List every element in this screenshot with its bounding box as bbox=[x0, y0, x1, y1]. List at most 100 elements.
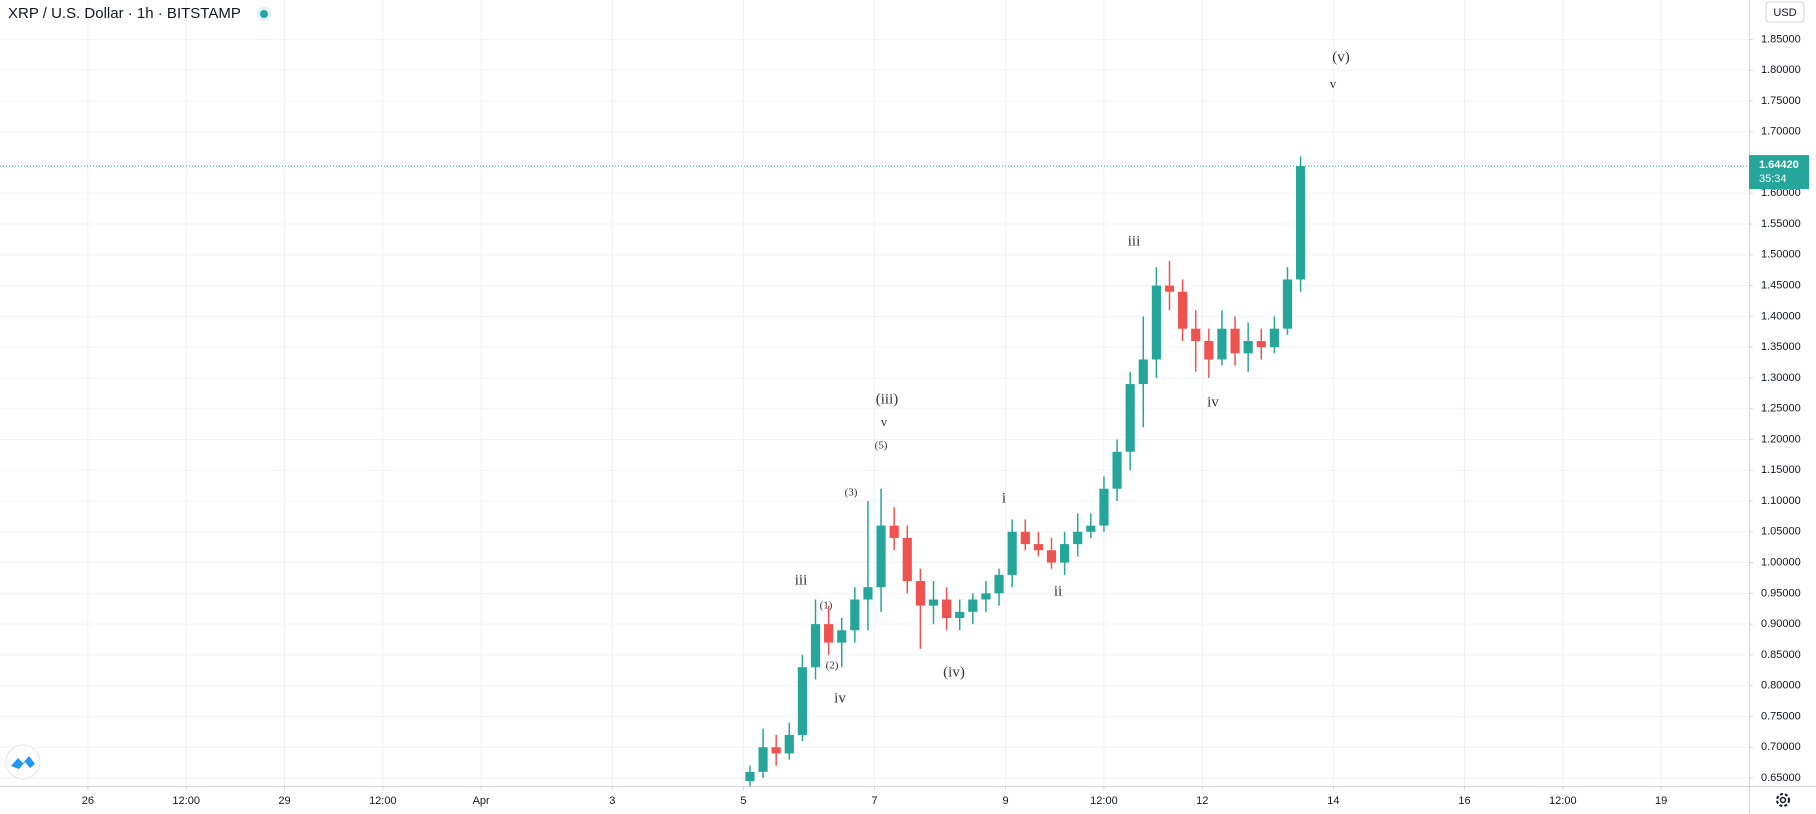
y-tick-label: 1.75000 bbox=[1761, 95, 1801, 107]
y-tick-label: 0.70000 bbox=[1761, 741, 1801, 753]
y-tick-label: 1.05000 bbox=[1761, 526, 1801, 538]
x-tick-label: 14 bbox=[1327, 795, 1339, 807]
wave-label: (v) bbox=[1332, 49, 1350, 65]
candles bbox=[0, 156, 1749, 788]
x-tick-label: 9 bbox=[1003, 795, 1009, 807]
candle-body bbox=[915, 581, 925, 606]
candle-body bbox=[928, 599, 939, 606]
candle-body bbox=[889, 525, 899, 538]
candle-body bbox=[863, 587, 873, 600]
candle-body bbox=[1112, 451, 1122, 489]
wave-label: iii bbox=[1128, 233, 1141, 249]
candle-body bbox=[1217, 328, 1227, 360]
candle-body bbox=[810, 624, 821, 668]
candle-body bbox=[850, 599, 860, 631]
candle-body bbox=[797, 667, 807, 735]
candle-body bbox=[1151, 285, 1161, 360]
x-tick-label: 12:00 bbox=[1549, 795, 1577, 807]
x-tick-label: 26 bbox=[82, 795, 94, 807]
candle-body bbox=[1125, 384, 1135, 452]
y-tick-label: 1.45000 bbox=[1761, 280, 1801, 292]
candle-body bbox=[1204, 340, 1214, 360]
x-tick-label: 19 bbox=[1655, 795, 1667, 807]
candle-body bbox=[1256, 340, 1266, 348]
y-tick-label: 1.00000 bbox=[1761, 556, 1801, 568]
candle-body bbox=[1033, 544, 1043, 551]
wave-label: (iii) bbox=[876, 391, 899, 407]
candle-body bbox=[942, 599, 952, 618]
y-tick-label: 0.80000 bbox=[1761, 680, 1801, 692]
status-dot bbox=[260, 10, 268, 18]
candle-body bbox=[1164, 285, 1175, 292]
x-tick-label: 29 bbox=[278, 795, 290, 807]
candle-body bbox=[981, 593, 991, 600]
last-price-box bbox=[1749, 155, 1809, 190]
candle-body bbox=[994, 574, 1004, 594]
y-tick-label: 1.60000 bbox=[1761, 187, 1801, 199]
wave-label: (iv) bbox=[943, 664, 965, 680]
candle-body bbox=[1296, 166, 1306, 280]
y-tick-label: 1.30000 bbox=[1761, 372, 1801, 384]
wave-label: (2) bbox=[826, 660, 839, 672]
y-tick-label: 1.80000 bbox=[1761, 64, 1801, 76]
y-tick-label: 0.85000 bbox=[1761, 649, 1801, 661]
wave-label: (1) bbox=[820, 600, 833, 612]
gear-inner bbox=[1779, 796, 1787, 804]
settings-button[interactable] bbox=[1776, 793, 1790, 807]
logo-button[interactable] bbox=[5, 744, 41, 780]
y-tick-label: 1.35000 bbox=[1761, 341, 1801, 353]
candle-body bbox=[1243, 340, 1253, 354]
candle-body bbox=[1020, 531, 1030, 545]
candle-body bbox=[1191, 328, 1201, 341]
y-tick-label: 1.15000 bbox=[1761, 464, 1801, 476]
y-tick-label: 1.40000 bbox=[1761, 310, 1801, 322]
x-tick-label: Apr bbox=[473, 795, 490, 807]
candle-body bbox=[1282, 279, 1293, 329]
y-tick-label: 0.75000 bbox=[1761, 710, 1801, 722]
candle-body bbox=[771, 747, 781, 754]
candle-body bbox=[837, 630, 847, 643]
wave-label: iv bbox=[1207, 394, 1219, 410]
x-tick-label: 12:00 bbox=[172, 795, 200, 807]
wave-label: v bbox=[881, 414, 888, 429]
chart-title: XRP / U.S. Dollar · 1h · BITSTAMP bbox=[8, 5, 241, 22]
candle-body bbox=[876, 525, 886, 588]
candle-body bbox=[1138, 359, 1148, 385]
candle-body bbox=[955, 611, 965, 618]
currency-button[interactable] bbox=[1765, 1, 1805, 23]
x-tick-label: 7 bbox=[871, 795, 877, 807]
wave-label: ii bbox=[1054, 583, 1062, 599]
candle-body bbox=[1086, 525, 1096, 532]
gear-outer bbox=[1776, 793, 1790, 807]
candle-body bbox=[758, 747, 768, 772]
y-tick-label: 0.90000 bbox=[1761, 618, 1801, 630]
currency-label[interactable]: USD bbox=[1773, 7, 1796, 19]
wave-label: v bbox=[1330, 76, 1337, 91]
y-tick-label: 1.25000 bbox=[1761, 403, 1801, 415]
logo-icon bbox=[11, 756, 35, 769]
candle-body bbox=[1007, 531, 1017, 575]
wave-label: i bbox=[1002, 490, 1006, 506]
candle-body bbox=[1073, 531, 1083, 545]
candle-body bbox=[968, 599, 978, 612]
y-tick-label: 1.70000 bbox=[1761, 126, 1801, 138]
y-tick-label: 0.95000 bbox=[1761, 587, 1801, 599]
wave-label: iv bbox=[834, 690, 846, 706]
candle-body bbox=[745, 771, 755, 782]
wave-label: (5) bbox=[875, 440, 888, 452]
candle-body bbox=[784, 734, 794, 754]
x-tick-label: 12:00 bbox=[369, 795, 397, 807]
x-tick-label: 5 bbox=[740, 795, 746, 807]
y-tick-label: 1.55000 bbox=[1761, 218, 1801, 230]
y-tick-label: 0.65000 bbox=[1761, 772, 1801, 784]
candle-body bbox=[1060, 544, 1070, 563]
y-tick-label: 1.20000 bbox=[1761, 433, 1801, 445]
candle-body bbox=[1099, 488, 1109, 526]
candle-body bbox=[1269, 328, 1279, 348]
wave-label: (3) bbox=[845, 487, 858, 499]
candle-body bbox=[902, 537, 912, 582]
y-tick-label: 1.10000 bbox=[1761, 495, 1801, 507]
